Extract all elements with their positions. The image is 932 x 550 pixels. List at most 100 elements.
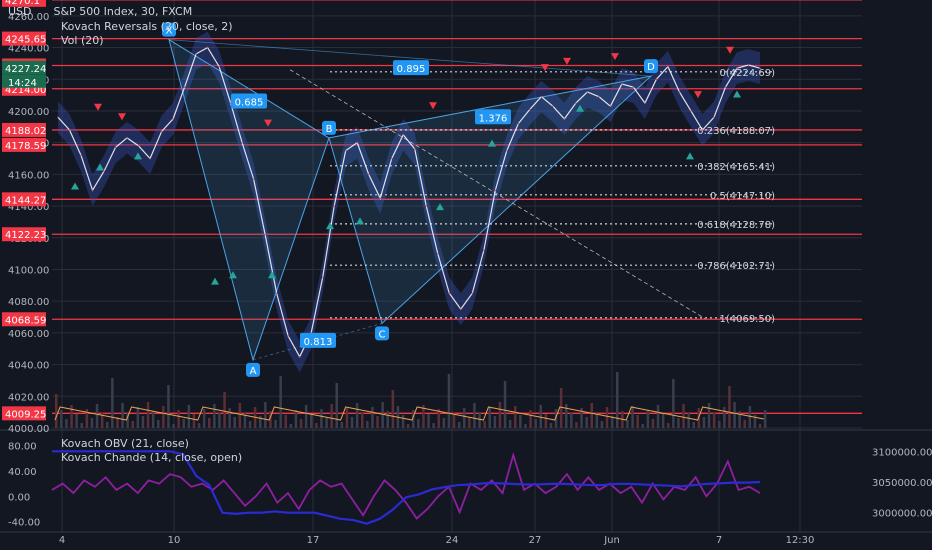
price-point xyxy=(747,64,750,66)
indicator-legend-1[interactable]: Kovach Reversals (20, close, 2) xyxy=(61,20,233,33)
volume-bar xyxy=(310,414,313,428)
volume-bar xyxy=(544,414,548,428)
y-tick-label: 4060.00 xyxy=(8,329,49,340)
volume-bar xyxy=(687,413,690,428)
volume-bar xyxy=(126,412,129,428)
price-point xyxy=(183,86,186,88)
price-point xyxy=(483,249,485,252)
volume-bar xyxy=(238,403,242,428)
down-arrow-icon xyxy=(429,102,437,110)
price-series xyxy=(57,46,761,358)
up-arrow-icon xyxy=(268,271,276,279)
fib-level-label: 1(4069.50) xyxy=(719,314,775,325)
volume-bar xyxy=(743,420,746,428)
up-arrow-icon xyxy=(576,104,584,112)
volume-bar xyxy=(381,402,384,428)
price-point xyxy=(298,355,301,358)
harmonic-point-badge xyxy=(322,120,336,135)
volume-bar xyxy=(264,402,267,428)
price-point xyxy=(529,108,531,111)
price-tag-label: 4122.23 xyxy=(5,230,46,241)
volume-bar xyxy=(427,414,430,428)
down-arrow-icon xyxy=(726,46,734,54)
main-legend: USD S&P 500 Index, 30, FXCM xyxy=(8,5,192,18)
fib-level-label: 0.5(4147.10) xyxy=(710,191,775,202)
price-point xyxy=(390,157,393,160)
price-point xyxy=(344,149,347,152)
price-point xyxy=(206,46,209,49)
price-tag-label: 4245.65 xyxy=(5,35,46,46)
obv-tick-label: 3050000.00 xyxy=(872,478,932,489)
volume-bar xyxy=(213,404,216,428)
price-point xyxy=(655,78,658,81)
price-point xyxy=(275,292,278,295)
volume-bar xyxy=(677,418,680,428)
volume-bar xyxy=(345,408,349,428)
harmonic-points: X A B C D xyxy=(162,22,658,377)
volume-bar xyxy=(519,415,522,428)
obv-legend[interactable]: Kovach OBV (21, close) xyxy=(61,437,189,450)
fib-trend-line xyxy=(289,69,706,319)
volume-bar xyxy=(738,411,741,428)
volume-ma-line xyxy=(54,406,764,421)
harmonic-point-badge xyxy=(162,22,176,37)
price-point xyxy=(356,141,359,144)
price-tag xyxy=(2,312,46,327)
volume-bar xyxy=(682,404,685,428)
price-point xyxy=(701,129,704,131)
volume-bar xyxy=(320,409,323,428)
volume-bar xyxy=(651,419,655,428)
volume-bar xyxy=(177,410,180,428)
volume-bar xyxy=(361,412,364,428)
volume-bar xyxy=(376,416,379,428)
price-point xyxy=(678,91,681,93)
volume-bar xyxy=(202,409,206,428)
up-arrow-icon xyxy=(229,271,237,279)
price-point xyxy=(713,116,715,119)
chande-legend[interactable]: Kovach Chande (14, close, open) xyxy=(61,451,243,464)
volume-bar xyxy=(585,417,588,428)
volume-bar xyxy=(284,415,287,428)
up-arrow-icon xyxy=(134,152,142,160)
volume-bar xyxy=(70,405,73,428)
price-point xyxy=(690,110,692,112)
volume-bar xyxy=(575,422,578,428)
volume-bar xyxy=(335,383,338,428)
price-point xyxy=(759,67,761,69)
volume-bar xyxy=(131,421,134,428)
price-tag-label: 4270.1 xyxy=(5,0,40,7)
x-tick-label: 24 xyxy=(446,535,459,546)
volume-bar xyxy=(80,423,83,428)
x-tick-label: Jun xyxy=(603,535,620,546)
volatility-band xyxy=(58,31,760,373)
volume-bar xyxy=(590,403,593,428)
volume-bar xyxy=(656,405,660,428)
volume-bar xyxy=(626,420,629,428)
volume-bar xyxy=(157,420,160,428)
volume-bar xyxy=(151,411,155,428)
y-tick-label: 4080.00 xyxy=(8,297,49,308)
down-arrow-icon xyxy=(541,64,549,72)
volume-bar xyxy=(493,416,497,428)
volume-bar xyxy=(60,410,63,428)
price-point xyxy=(563,118,566,120)
harmonic-point-label: B xyxy=(326,124,333,135)
symbol-title[interactable]: S&P 500 Index, 30, FXCM xyxy=(53,5,193,18)
indicator-legend-2[interactable]: Vol (20) xyxy=(61,34,104,47)
price-point xyxy=(68,129,71,131)
price-band xyxy=(58,31,760,373)
volume-bar xyxy=(692,422,695,428)
volume-bar xyxy=(508,420,512,428)
volume-bar xyxy=(570,413,573,428)
price-tag xyxy=(2,0,46,7)
price-point xyxy=(57,116,59,119)
ratio-label: 0.685 xyxy=(235,97,264,108)
ratio-badge xyxy=(393,60,429,76)
volume-bar xyxy=(259,416,262,428)
fibonacci-levels: 0(4224.69) 0.236(4188.07) 0.382(4165.41) 0.… xyxy=(330,68,775,325)
volume-bar xyxy=(167,385,170,428)
osc-tick-label: 80.00 xyxy=(8,442,37,453)
volume-bar xyxy=(350,417,354,428)
volume-bar xyxy=(187,405,191,428)
